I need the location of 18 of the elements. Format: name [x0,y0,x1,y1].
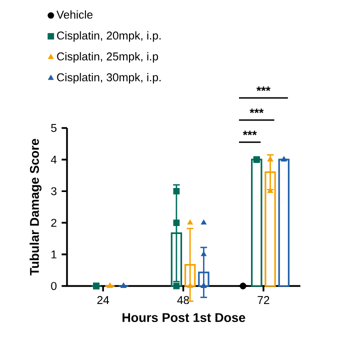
y-tick-label: 0 [51,282,57,290]
y-tick-label: 3 [51,187,56,196]
text: *** [250,108,264,114]
x-tick-label: 48 [177,296,190,304]
legend-label: Cisplatin, 30mpk, i.p. [57,72,161,84]
legend-label: Vehicle [56,10,92,19]
y-tick-label: 4 [50,156,57,164]
x-tick-label: 24 [97,296,110,304]
y-tick-label: 1 [52,250,56,258]
text: *** [256,86,270,92]
x-axis-title: Hours Post 1st Dose [122,313,246,322]
y-tick-label: 5 [51,124,56,132]
legend-label: Cisplatin, 25mpk, i.p [57,52,158,63]
legend-label: Cisplatin, 20mpk, i.p. [57,31,161,42]
y-tick-label: 2 [51,218,56,227]
annotation: *** [242,130,257,136]
y-axis-title: Tubular Damage Score [30,138,42,276]
x-tick-label: 72 [258,296,270,304]
